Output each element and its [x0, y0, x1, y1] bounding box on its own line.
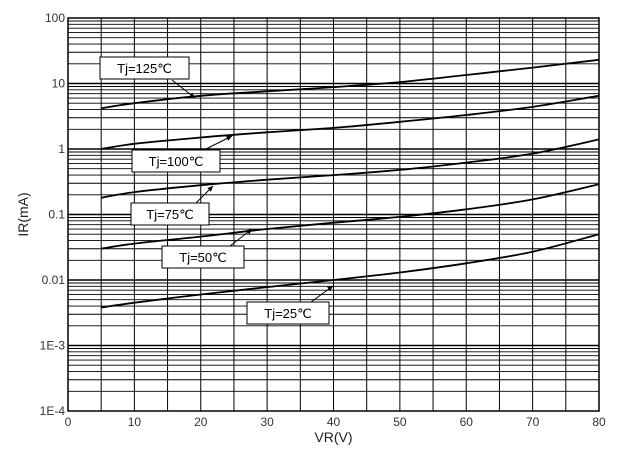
x-axis-label: VR(V): [314, 429, 352, 445]
series-label-box: [246, 301, 330, 325]
callout-arrowhead: [189, 92, 195, 98]
series-line: [101, 233, 600, 309]
x-tick-label: 10: [128, 415, 142, 429]
series-label: Tj=100℃: [149, 154, 204, 169]
series-label: Tj=75℃: [146, 207, 193, 222]
series-label-box: [130, 202, 210, 226]
y-tick-label: 100: [45, 11, 65, 25]
series-label-box: [99, 56, 190, 80]
y-tick-label: 10: [52, 77, 66, 91]
series-label: Tj=125℃: [117, 61, 172, 76]
y-tick-label: 0.01: [42, 273, 66, 287]
series-labels: Tj=125℃ Tj=100℃ Tj=75℃ Tj=50℃ Tj=25℃: [99, 56, 334, 325]
series-line: [101, 94, 600, 150]
callout-arrowhead: [246, 229, 252, 235]
x-tick-label: 50: [393, 415, 407, 429]
series-line: [101, 183, 600, 250]
plot-frame: [67, 17, 600, 412]
series-layer: [101, 58, 600, 309]
series-label: Tj=50℃: [179, 250, 226, 265]
y-tick-label: 0.1: [48, 208, 65, 222]
callout-arrowhead: [327, 286, 333, 292]
y-tick-label: 1E-4: [40, 404, 66, 418]
series-label: Tj=25℃: [264, 306, 311, 321]
x-tick-label: 80: [592, 415, 606, 429]
series-line: [101, 58, 600, 110]
x-tick-label: 30: [260, 415, 274, 429]
x-tick-label: 70: [526, 415, 540, 429]
series-label-box: [161, 245, 245, 269]
y-tick-label: 1: [58, 142, 65, 156]
callout-arrowhead: [226, 136, 232, 141]
y-axis-label: IR(mA): [15, 192, 31, 236]
x-tick-label: 0: [65, 415, 72, 429]
series-line: [101, 138, 600, 199]
series-label-box: [131, 149, 221, 173]
tick-labels: 0 10 20 30 40 50 60 70 80 1E-4 1E-3 0.01 0.1 1 10 100: [40, 11, 606, 429]
callout-arrowhead: [207, 186, 213, 192]
x-tick-label: 20: [194, 415, 208, 429]
y-tick-label: 1E-3: [40, 339, 66, 353]
x-tick-label: 60: [460, 415, 474, 429]
x-tick-label: 40: [327, 415, 341, 429]
